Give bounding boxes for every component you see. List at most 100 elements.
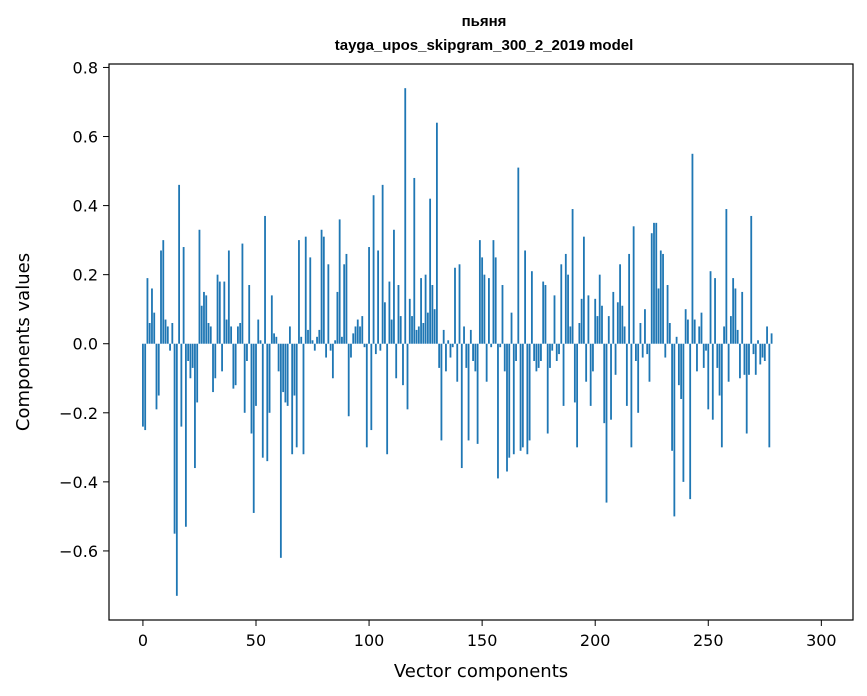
bar-156 xyxy=(494,257,497,344)
bar-73 xyxy=(307,329,309,344)
bar-242 xyxy=(689,343,692,500)
bar-148 xyxy=(476,343,479,444)
bar-90 xyxy=(345,253,348,344)
bar-189 xyxy=(569,326,572,344)
bar-112 xyxy=(395,343,398,379)
bar-60 xyxy=(277,343,280,372)
y-tick-label: 0.0 xyxy=(73,335,98,354)
bar-32 xyxy=(214,343,217,379)
bar-276 xyxy=(766,326,768,344)
bar-274 xyxy=(761,343,764,358)
bar-183 xyxy=(555,343,558,361)
bar-10 xyxy=(164,319,167,344)
bar-33 xyxy=(216,274,219,344)
bar-67 xyxy=(293,343,296,396)
bar-24 xyxy=(196,343,199,403)
bar-131 xyxy=(438,343,441,368)
bar-101 xyxy=(370,343,373,431)
bar-141 xyxy=(460,343,463,469)
bar-165 xyxy=(515,343,517,361)
bar-160 xyxy=(503,343,506,372)
bar-273 xyxy=(759,343,762,365)
bar-204 xyxy=(603,343,606,424)
bar-255 xyxy=(718,343,721,396)
bar-80 xyxy=(322,236,325,344)
bar-270 xyxy=(752,343,755,355)
bar-225 xyxy=(650,233,653,344)
chart-title: пьяня xyxy=(462,13,507,30)
bar-83 xyxy=(329,343,332,351)
bar-51 xyxy=(257,319,260,344)
bar-56 xyxy=(268,343,271,413)
bar-266 xyxy=(743,343,746,375)
bar-211 xyxy=(619,264,621,344)
x-tick-label: 150 xyxy=(467,631,498,650)
bar-42 xyxy=(236,326,239,344)
bar-142 xyxy=(463,326,465,344)
x-tick-label: 100 xyxy=(354,631,385,650)
bar-119 xyxy=(411,316,413,344)
bar-68 xyxy=(295,343,298,448)
bar-162 xyxy=(508,343,511,458)
bar-167 xyxy=(519,343,522,451)
bar-177 xyxy=(542,281,545,344)
bar-108 xyxy=(386,343,389,455)
bar-121 xyxy=(415,329,418,344)
bar-23 xyxy=(194,343,196,469)
bars-group xyxy=(142,88,773,596)
bar-163 xyxy=(510,312,513,344)
bar-118 xyxy=(408,298,411,344)
bar-115 xyxy=(402,343,404,386)
y-tick-label: −0.6 xyxy=(59,542,98,561)
bar-149 xyxy=(478,240,481,344)
bar-5 xyxy=(153,312,156,344)
bar-186 xyxy=(562,343,565,406)
bar-187 xyxy=(564,253,567,344)
bar-260 xyxy=(729,316,732,344)
bar-49 xyxy=(252,343,255,513)
bar-222 xyxy=(644,309,646,344)
bar-144 xyxy=(467,343,470,441)
bar-238 xyxy=(680,343,683,399)
bar-226 xyxy=(653,222,655,344)
bar-102 xyxy=(372,195,375,344)
y-axis-ticks: −0.6 −0.4 −0.2 0.0 0.2 0.4 0.6 0.8 xyxy=(59,58,109,561)
bar-86 xyxy=(336,291,339,344)
bar-182 xyxy=(553,295,556,344)
bar-69 xyxy=(298,240,300,344)
bar-236 xyxy=(675,336,678,344)
bar-129 xyxy=(433,309,436,344)
bar-199 xyxy=(592,343,594,372)
bar-87 xyxy=(338,219,341,344)
x-tick-label: 300 xyxy=(806,631,837,650)
bar-230 xyxy=(662,253,664,344)
bar-250 xyxy=(707,343,710,410)
bar-214 xyxy=(625,343,628,406)
bar-184 xyxy=(558,343,560,355)
bar-188 xyxy=(567,274,569,344)
bar-79 xyxy=(320,229,323,344)
bar-140 xyxy=(458,264,461,344)
bar-193 xyxy=(578,323,581,344)
bar-252 xyxy=(711,343,714,420)
bar-36 xyxy=(223,281,226,344)
bar-233 xyxy=(668,323,671,344)
bar-48 xyxy=(250,343,253,434)
y-axis-label: Components values xyxy=(13,253,34,431)
bar-178 xyxy=(544,285,547,344)
x-axis-ticks: 0 50 100 150 200 250 300 xyxy=(138,620,837,650)
bar-26 xyxy=(200,305,203,344)
bar-16 xyxy=(178,184,181,344)
bar-106 xyxy=(381,184,384,344)
bar-175 xyxy=(537,343,540,368)
bar-205 xyxy=(605,343,608,503)
bar-103 xyxy=(374,343,377,355)
bar-153 xyxy=(488,278,490,344)
bar-75 xyxy=(311,340,314,344)
bar-264 xyxy=(739,343,741,379)
bar-169 xyxy=(524,250,527,344)
bar-88 xyxy=(341,336,343,344)
bar-164 xyxy=(512,343,515,455)
bar-25 xyxy=(198,229,201,344)
